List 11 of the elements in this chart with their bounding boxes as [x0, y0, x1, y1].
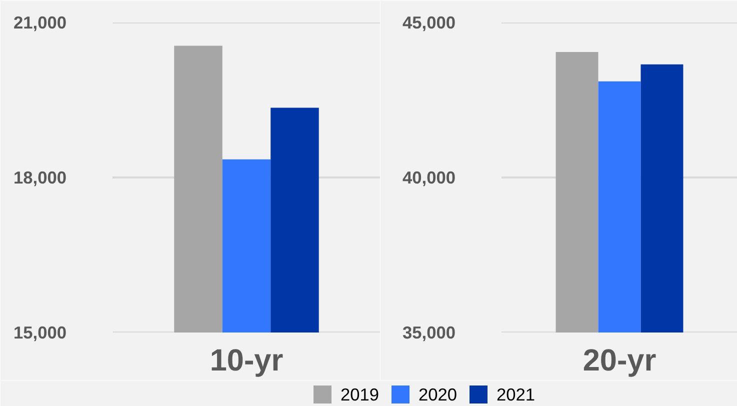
y-tick-label: 21,000	[14, 12, 66, 32]
legend-label: 2019	[340, 384, 380, 404]
y-tick-label: 35,000	[402, 322, 456, 342]
legend-label: 2021	[496, 384, 536, 404]
x-tick-label: 10-yr	[210, 344, 284, 378]
y-tick-label: 18,000	[14, 168, 66, 188]
y-tick-label: 15,000	[14, 322, 66, 342]
x-tick-label: 20-yr	[582, 344, 656, 378]
y-tick-label: 45,000	[402, 12, 456, 32]
y-tick-label: 40,000	[402, 168, 456, 188]
legend-label: 2020	[418, 384, 458, 404]
